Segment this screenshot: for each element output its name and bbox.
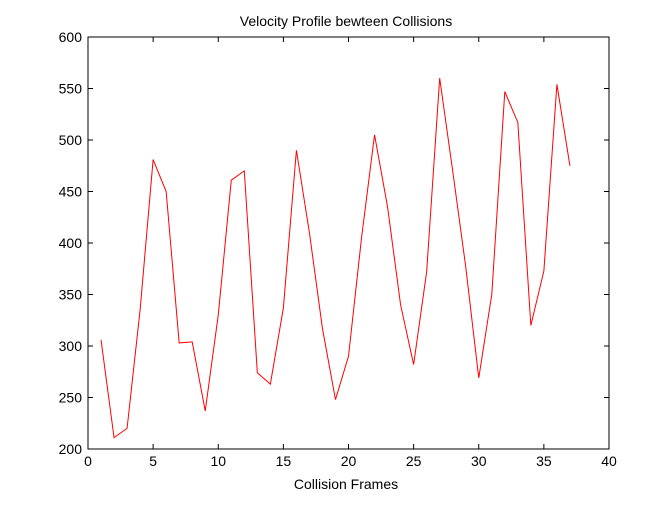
y-tick-label: 350 (59, 287, 83, 303)
chart-title: Velocity Profile bewteen Collisions (240, 13, 452, 29)
y-tick-label: 300 (59, 338, 83, 354)
x-tick-label: 30 (471, 453, 487, 469)
x-tick-label: 40 (601, 453, 617, 469)
x-tick-label: 10 (210, 453, 226, 469)
plot-frame (87, 36, 610, 450)
y-tick-label: 550 (59, 81, 83, 97)
data-layer (100, 78, 571, 439)
x-tick-label: 25 (406, 453, 422, 469)
y-tick-label: 500 (59, 132, 83, 148)
x-tick-label: 15 (276, 453, 292, 469)
x-tick-label: 0 (84, 453, 92, 469)
y-tick-label: 400 (59, 235, 83, 251)
plot-area (88, 37, 609, 449)
series-line-0 (100, 78, 571, 439)
x-tick-label: 35 (536, 453, 552, 469)
x-tick-label: 20 (341, 453, 357, 469)
y-tick-label: 200 (59, 441, 83, 457)
ticks-layer: 0 5 10 15 20 25 30 35 40 200 250 300 350 400 450 500 550… (59, 29, 617, 469)
y-tick-label: 450 (59, 184, 83, 200)
y-tick-label: 250 (59, 390, 83, 406)
x-tick-label: 5 (149, 453, 157, 469)
y-tick-label: 600 (59, 29, 83, 45)
x-axis-label: Collision Frames (294, 476, 398, 492)
